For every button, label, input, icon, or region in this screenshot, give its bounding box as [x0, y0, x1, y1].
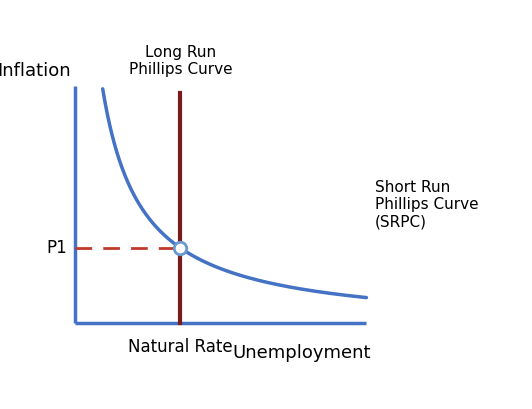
Text: P1: P1 — [46, 239, 67, 257]
Text: Long Run
Phillips Curve: Long Run Phillips Curve — [129, 45, 232, 77]
Text: Short Run
Phillips Curve
(SRPC): Short Run Phillips Curve (SRPC) — [375, 180, 478, 229]
Text: Natural Rate: Natural Rate — [128, 338, 233, 356]
Text: Unemployment: Unemployment — [232, 344, 370, 362]
Text: Inflation: Inflation — [0, 62, 71, 80]
